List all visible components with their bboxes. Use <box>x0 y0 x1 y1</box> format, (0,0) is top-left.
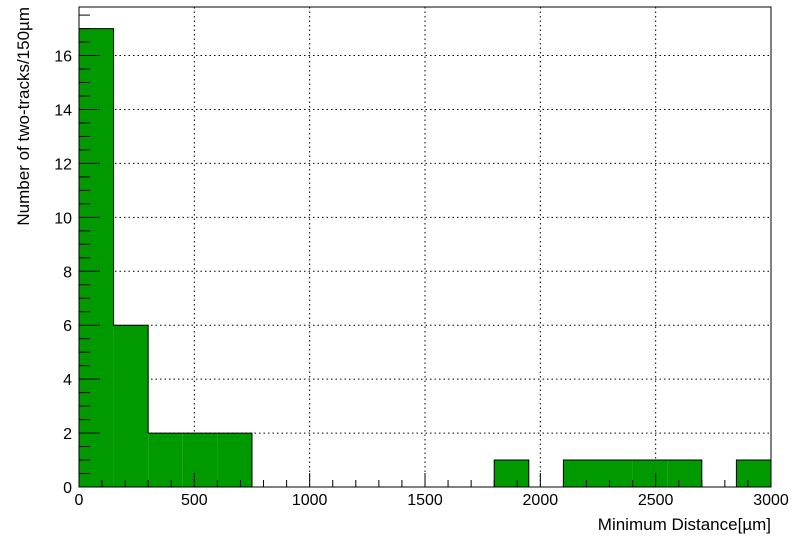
y-tick-label: 16 <box>54 49 72 66</box>
x-axis: 0 500 1000 1500 2000 2500 3000 <box>75 473 789 509</box>
x-tick-label: 2000 <box>523 492 559 509</box>
histogram-bar <box>182 433 218 487</box>
y-tick-label: 12 <box>54 156 72 173</box>
histogram-bar <box>148 433 183 487</box>
x-tick-label: 2500 <box>638 492 674 509</box>
histogram-bar <box>632 460 668 487</box>
x-tick-label: 500 <box>181 492 208 509</box>
y-tick-label: 6 <box>63 318 72 335</box>
histogram-bar <box>217 433 252 487</box>
y-tick-label: 8 <box>63 264 72 281</box>
y-tick-label: 10 <box>54 210 72 227</box>
x-tick-label: 1000 <box>292 492 328 509</box>
histogram-bar <box>598 460 633 487</box>
histogram-bar <box>736 460 771 487</box>
y-tick-label: 2 <box>63 426 72 443</box>
x-axis-title: Minimum Distance[µm] <box>598 515 771 534</box>
histogram-bar <box>494 460 529 487</box>
x-tick-label: 1500 <box>407 492 443 509</box>
y-axis-title: Number of two-tracks/150µm <box>14 7 33 226</box>
x-tick-label: 0 <box>75 492 84 509</box>
histogram-bar <box>113 325 149 487</box>
grid-lines <box>79 7 771 487</box>
y-tick-label: 0 <box>63 480 72 497</box>
histogram-bar <box>667 460 702 487</box>
histogram-bar <box>563 460 598 487</box>
y-tick-label: 14 <box>54 102 72 119</box>
y-axis: 0 2 4 6 8 10 12 14 16 <box>54 14 100 497</box>
x-tick-label: 3000 <box>753 492 789 509</box>
y-tick-label: 4 <box>63 372 72 389</box>
